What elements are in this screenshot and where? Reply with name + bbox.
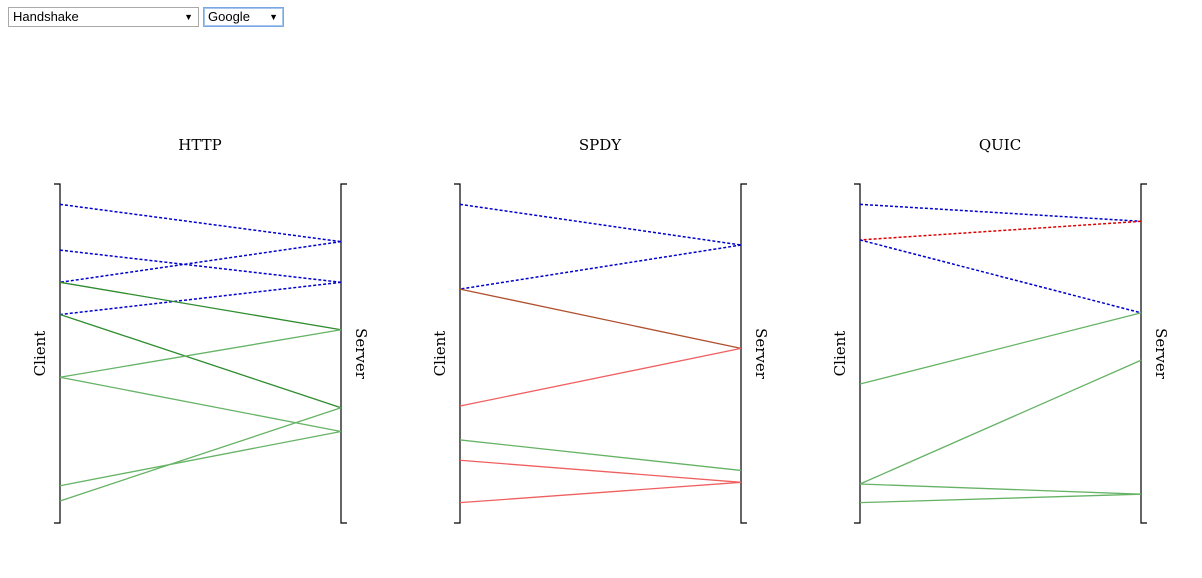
panel-http-message-7 [59,329,342,378]
panel-spdy-message-5 [459,439,742,472]
panel-quic-server-timeline [1140,183,1147,524]
panel-spdy-message-6 [459,459,742,483]
site-select[interactable]: Google ▼ [203,7,284,27]
panel-spdy-server-label: Server [752,328,770,380]
panel-spdy-client-label: Client [431,331,449,377]
panel-http-message-8 [59,376,342,433]
panel-quic-message-4 [859,312,1142,385]
panel-http-message-6 [59,313,342,409]
panel-http-message-10 [59,430,342,487]
panel-quic-message-3 [859,239,1142,314]
panel-http-server-label: Server [352,328,370,380]
toolbar: Handshake ▼ Google ▼ [8,7,284,27]
panel-http-client-timeline [54,183,61,524]
panel-spdy-server-timeline [740,183,747,524]
view-select-value: Handshake [13,9,79,24]
panel-quic-message-7 [859,493,1142,504]
panel-quic-message-2 [859,220,1142,241]
panel-http-server-timeline [340,183,347,524]
panel-http-message-5 [59,281,342,331]
panel-http-client-label: Client [31,331,49,377]
panel-spdy-message-4 [459,347,742,407]
panel-quic-title: QUIC [979,136,1021,154]
panel-spdy-message-2 [459,244,742,290]
panel-quic-client-timeline [854,183,861,524]
panel-spdy-client-timeline [454,183,461,524]
panel-http-message-9 [59,407,342,502]
panel-http-message-2 [59,249,342,284]
panel-quic-message-6 [859,483,1142,495]
panel-quic-message-1 [859,203,1142,223]
panel-http-message-4 [59,281,342,316]
view-select[interactable]: Handshake ▼ [8,7,199,27]
panel-quic-client-label: Client [831,331,849,377]
panel-spdy-message-3 [459,288,742,350]
panel-quic-server-label: Server [1152,328,1170,380]
chevron-down-icon: ▼ [269,12,278,22]
panel-quic-message-5 [859,359,1142,485]
chevron-down-icon: ▼ [184,12,193,22]
panel-spdy-title: SPDY [579,136,622,154]
panel-http-message-1 [59,203,342,243]
panel-spdy-message-1 [459,203,742,246]
panel-spdy-message-7 [459,481,742,504]
site-select-value: Google [208,9,250,24]
panel-http-message-3 [59,240,342,284]
panel-http-title: HTTP [178,136,221,154]
